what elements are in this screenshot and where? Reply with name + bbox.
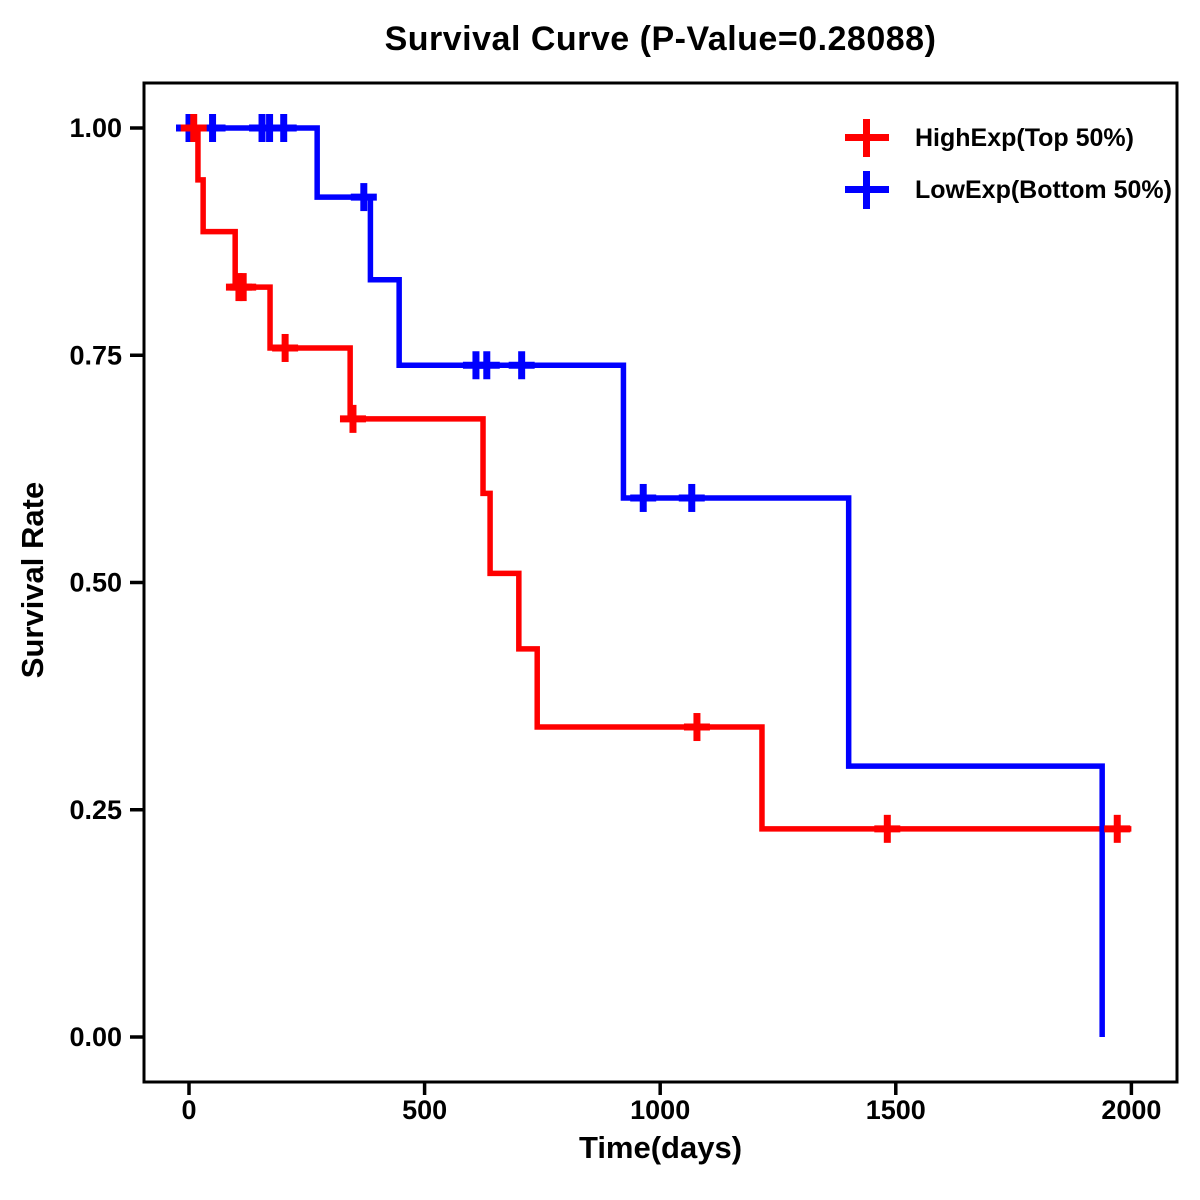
legend-label: HighExp(Top 50%) <box>915 123 1134 152</box>
x-tick-label: 500 <box>402 1095 447 1125</box>
x-axis-title: Time(days) <box>578 1130 743 1165</box>
y-tick-label: 0.75 <box>69 340 122 370</box>
y-tick-label: 1.00 <box>69 113 122 143</box>
y-tick-label: 0.50 <box>69 568 122 598</box>
censor-plus-icon <box>845 170 889 210</box>
x-tick-label: 1500 <box>866 1095 926 1125</box>
chart-title: Survival Curve (P-Value=0.28088) <box>384 20 937 58</box>
plot-border <box>142 81 1179 1084</box>
x-tick-label: 0 <box>181 1095 196 1125</box>
x-tick-label: 1000 <box>630 1095 690 1125</box>
legend-label: LowExp(Bottom 50%) <box>915 175 1172 204</box>
y-tick-label: 0.25 <box>69 795 122 825</box>
y-axis-title: Survival Rate <box>15 481 50 679</box>
y-tick-label: 0.00 <box>69 1022 122 1052</box>
censor-plus-icon <box>845 118 889 158</box>
x-tick-label: 2000 <box>1101 1095 1161 1125</box>
legend-item-lowexp: LowExp(Bottom 50%) <box>845 164 1172 216</box>
survival-step-curve <box>189 125 1105 1037</box>
legend-item-highexp: HighExp(Top 50%) <box>845 112 1172 164</box>
survival-step-curve <box>189 125 1132 832</box>
legend: HighExp(Top 50%) LowExp(Bottom 50%) <box>845 112 1172 216</box>
